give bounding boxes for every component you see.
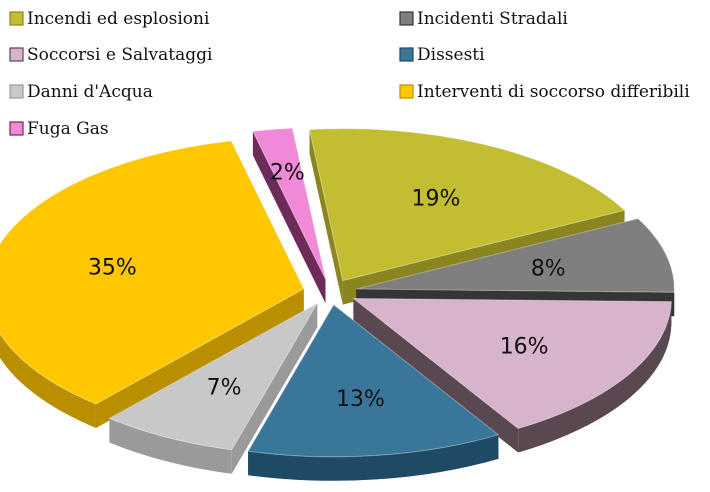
- pie-slice-outer-wall: [518, 301, 672, 453]
- pie-slice-label: 35%: [88, 255, 137, 280]
- pie-slice: [0, 140, 305, 405]
- pie-slice-side-wall: [309, 129, 343, 305]
- legend-swatch: [399, 47, 414, 62]
- legend-label: Danni d'Acqua: [27, 82, 153, 102]
- pie-slice: [356, 218, 675, 293]
- pie-slice-label: 16%: [500, 335, 549, 360]
- legend-label: Interventi di soccorso differibili: [417, 82, 690, 102]
- legend-item: Soccorsi e Salvataggi: [9, 45, 213, 65]
- pie-slice-label: 8%: [531, 257, 566, 282]
- legend-item: Interventi di soccorso differibili: [399, 82, 690, 102]
- legend-label: Incendi ed esplosioni: [27, 9, 210, 29]
- pie-slice: [252, 127, 326, 280]
- legend-item: Incendi ed esplosioni: [9, 9, 210, 29]
- legend-item: Incidenti Stradali: [399, 9, 568, 29]
- pie-slice-label: 7%: [207, 375, 242, 400]
- pie-slice-side-wall: [95, 288, 304, 428]
- pie-slice: [308, 128, 626, 282]
- pie-slice-side-wall: [231, 303, 318, 474]
- pie-slice-label: 19%: [411, 187, 460, 212]
- legend-swatch: [9, 121, 24, 136]
- pie-slice: [108, 302, 319, 451]
- legend-label: Dissesti: [417, 45, 485, 65]
- pie-slice-label: 13%: [336, 387, 385, 412]
- chart-legend: Incendi ed esplosioni Incidenti Stradali S…: [9, 9, 690, 139]
- legend-item: Dissesti: [399, 45, 485, 65]
- legend-swatch: [9, 11, 24, 26]
- pie-slice-outer-wall: [109, 418, 232, 474]
- legend-swatch: [399, 11, 414, 26]
- legend-item: Fuga Gas: [9, 119, 109, 139]
- pie-slice-label: 2%: [270, 160, 305, 185]
- pie-side-walls: [0, 127, 675, 481]
- pie-slice-outer-wall: [0, 333, 96, 428]
- pie-slice: [351, 297, 672, 430]
- legend-label: Incidenti Stradali: [417, 9, 568, 29]
- pie-slice: [247, 304, 500, 458]
- pie-slice-side-wall: [353, 298, 519, 453]
- pie-slice-side-wall: [252, 131, 326, 304]
- pie-slice-labels: 19% 8% 16% 13% 7% 35% 2%: [88, 160, 566, 412]
- legend-item: Danni d'Acqua: [9, 82, 153, 102]
- legend-label: Soccorsi e Salvataggi: [27, 45, 213, 65]
- legend-swatch: [399, 84, 414, 99]
- legend-swatch: [9, 84, 24, 99]
- pie-slice-outer-wall: [248, 434, 499, 481]
- legend-swatch: [9, 47, 24, 62]
- legend-label: Fuga Gas: [27, 119, 109, 139]
